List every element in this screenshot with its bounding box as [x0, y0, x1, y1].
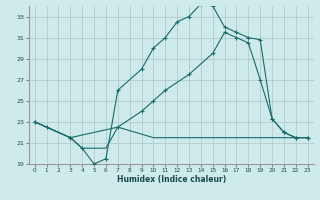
X-axis label: Humidex (Indice chaleur): Humidex (Indice chaleur): [116, 175, 226, 184]
